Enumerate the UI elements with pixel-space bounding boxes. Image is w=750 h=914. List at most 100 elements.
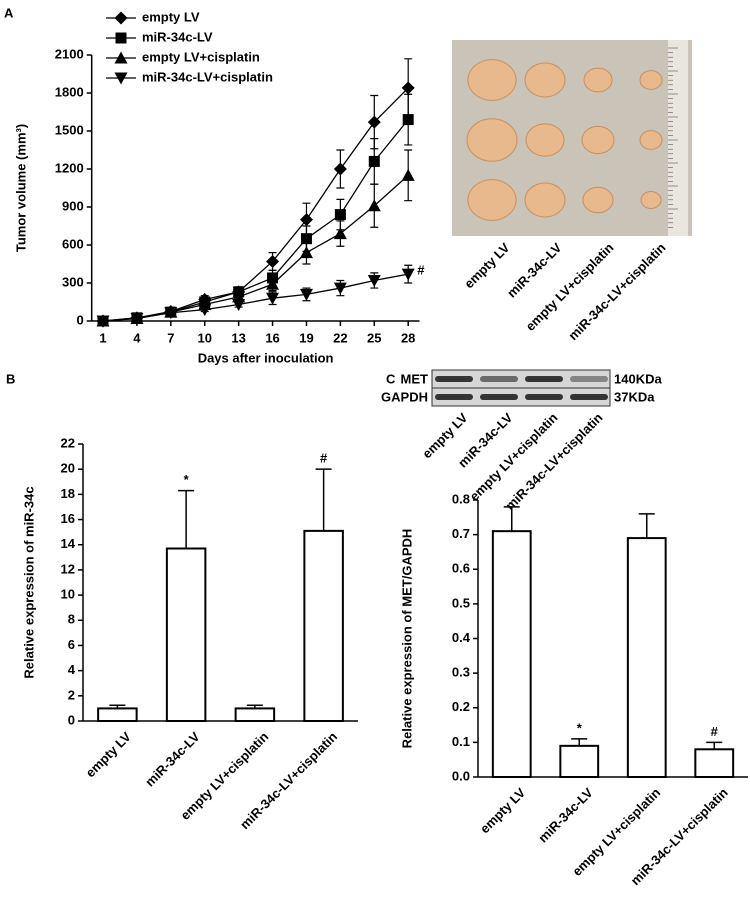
marker — [266, 254, 280, 268]
bar — [559, 744, 600, 779]
tumor — [581, 125, 615, 155]
series-line — [102, 273, 409, 322]
y-tick-label: 0.6 — [452, 561, 470, 576]
marker — [115, 32, 127, 44]
x-tick-label: 16 — [265, 330, 279, 345]
annotation: # — [320, 451, 328, 466]
marker — [333, 227, 347, 240]
tumor — [466, 118, 518, 162]
y-tick-label: 4 — [68, 662, 76, 677]
y-tick-label: 6 — [68, 637, 75, 652]
y-tick-label: 0.1 — [452, 734, 470, 749]
marker — [401, 81, 415, 95]
tumor — [467, 59, 517, 101]
y-tick-label: 2100 — [55, 46, 84, 61]
marker — [367, 274, 381, 287]
y-tick-label: 20 — [61, 461, 75, 476]
legend-label: empty LV — [142, 9, 200, 24]
x-tick-label: 1 — [99, 330, 106, 345]
marker — [114, 51, 128, 64]
tumor — [524, 62, 566, 98]
bar — [491, 530, 532, 778]
marker — [164, 307, 178, 320]
tumor — [467, 179, 517, 221]
blot-row-label: GAPDH — [381, 389, 428, 404]
bar — [97, 707, 138, 723]
y-tick-label: 900 — [62, 198, 84, 213]
band — [435, 394, 473, 400]
band — [525, 376, 563, 382]
x-tick-label: 19 — [299, 330, 313, 345]
y-tick-label: 1800 — [55, 84, 84, 99]
x-tick-label: 4 — [133, 330, 141, 345]
x-tick-label: 28 — [401, 330, 415, 345]
y-tick-label: 22 — [61, 435, 75, 450]
marker — [367, 199, 381, 212]
y-axis-label: Relative expression of MET/GAPDH — [399, 529, 414, 749]
annotation: * — [577, 720, 583, 735]
marker — [401, 268, 415, 281]
marker — [299, 246, 313, 259]
tumor — [640, 191, 662, 209]
bar — [165, 547, 207, 722]
band — [525, 394, 563, 400]
marker — [266, 292, 280, 305]
marker — [299, 288, 313, 301]
legend-label: empty LV+cisplatin — [142, 49, 260, 64]
y-tick-label: 0.4 — [452, 630, 471, 645]
panel-label: A — [4, 5, 14, 20]
tumor — [583, 67, 613, 93]
tumor — [582, 186, 614, 214]
marker — [266, 277, 280, 290]
marker — [300, 233, 312, 245]
y-axis-label: Tumor volume (mm³) — [13, 124, 28, 252]
x-tick-label: 7 — [167, 330, 174, 345]
y-tick-label: 0.2 — [452, 699, 470, 714]
marker — [333, 162, 347, 176]
band — [480, 376, 518, 382]
y-tick-label: 8 — [68, 612, 75, 627]
band — [570, 394, 608, 400]
marker — [96, 315, 110, 328]
bar — [694, 748, 735, 778]
bar — [234, 707, 276, 723]
marker — [367, 115, 381, 129]
y-tick-label: 0 — [68, 712, 75, 727]
x-tick-label: 13 — [231, 330, 245, 345]
band — [435, 376, 473, 382]
x-axis-label: Days after inoculation — [198, 350, 334, 365]
y-tick-label: 18 — [61, 486, 75, 501]
ruler — [668, 40, 688, 236]
y-tick-label: 1500 — [55, 122, 84, 137]
blot-row-label: MET — [401, 371, 429, 386]
bar — [303, 529, 344, 722]
x-tick-label: 25 — [367, 330, 381, 345]
y-tick-label: 12 — [61, 561, 75, 576]
tumor — [639, 70, 663, 90]
band — [570, 376, 608, 382]
x-tick-label: 22 — [333, 330, 347, 345]
marker — [368, 155, 380, 167]
tumor — [639, 130, 663, 150]
panel-label: B — [6, 371, 15, 386]
marker — [299, 213, 313, 227]
y-tick-label: 0.0 — [452, 768, 470, 783]
tumor — [525, 123, 565, 157]
bar — [626, 537, 667, 779]
marker — [130, 312, 144, 325]
marker — [114, 72, 128, 85]
annotation: * — [184, 472, 190, 487]
legend-label: miR-34c-LV+cisplatin — [142, 69, 273, 84]
y-tick-label: 0.5 — [452, 595, 470, 610]
marker — [401, 168, 415, 181]
annotation: # — [417, 263, 425, 278]
y-tick-label: 16 — [61, 511, 75, 526]
blot-size-label: 140KDa — [614, 371, 662, 386]
legend-label: miR-34c-LV — [142, 29, 213, 44]
y-tick-label: 300 — [62, 274, 84, 289]
marker — [334, 209, 346, 221]
marker — [114, 11, 128, 25]
marker — [333, 282, 347, 295]
y-tick-label: 0.8 — [452, 491, 470, 506]
